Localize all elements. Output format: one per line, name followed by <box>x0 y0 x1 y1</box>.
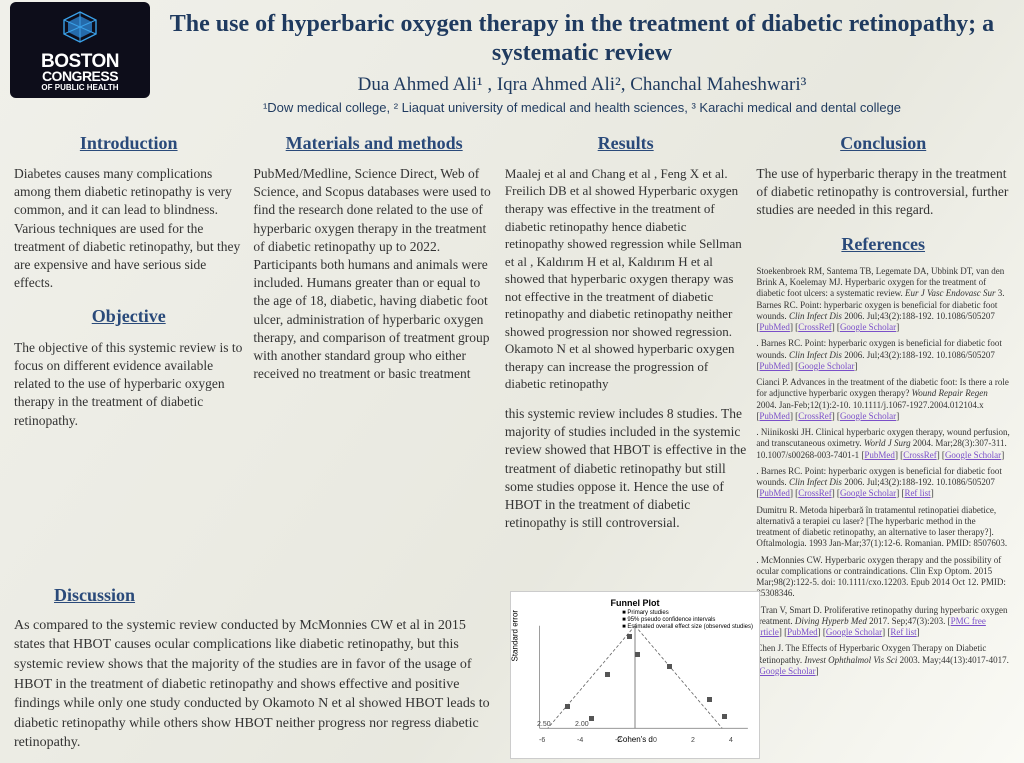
poster-title: The use of hyperbaric oxygen therapy in … <box>160 10 1004 68</box>
funnel-point <box>565 704 570 709</box>
objective-heading: Objective <box>14 304 243 328</box>
funnel-point <box>707 697 712 702</box>
reference-item: . Barnes RC. Point: hyperbaric oxygen is… <box>756 466 1010 500</box>
intro-heading: Introduction <box>14 131 243 155</box>
references-list: Stoekenbroek RM, Santema TB, Legemate DA… <box>756 266 1010 677</box>
funnel-xtick: -4 <box>577 737 583 744</box>
funnel-xlabel: Cohen's d <box>617 735 653 744</box>
conclusion-heading: Conclusion <box>756 131 1010 155</box>
funnel-point <box>627 634 632 639</box>
reference-item: . Niinikoski JH. Clinical hyperbaric oxy… <box>756 427 1010 461</box>
funnel-point <box>605 672 610 677</box>
references-heading: References <box>756 232 1010 256</box>
reference-item: Dumitru R. Metoda hiperbară în tratament… <box>756 505 1010 550</box>
reference-item: Chen J. The Effects of Hyperbaric Oxygen… <box>756 643 1010 677</box>
reference-item: . McMonnies CW. Hyperbaric oxygen therap… <box>756 555 1010 600</box>
conclusion-text: The use of hyperbaric therapy in the tre… <box>756 165 1010 220</box>
funnel-point <box>589 716 594 721</box>
funnel-point <box>635 652 640 657</box>
funnel-point <box>667 664 672 669</box>
funnel-xtick: 4 <box>729 737 733 744</box>
funnel-xtick: -6 <box>539 737 545 744</box>
reference-item: Cianci P. Advances in the treatment of t… <box>756 377 1010 422</box>
funnel-title: Funnel Plot <box>517 598 753 608</box>
affiliations: ¹Dow medical college, ² Liaquat universi… <box>160 100 1004 115</box>
discussion-text: As compared to the systemic review condu… <box>14 616 494 753</box>
intro-text: Diabetes causes many complications among… <box>14 165 243 293</box>
results-text1: Maalej et al and Chang et al , Feng X et… <box>505 165 747 393</box>
results-text2: this systemic review includes 8 studies.… <box>505 405 747 533</box>
funnel-svg <box>517 612 753 742</box>
results-heading: Results <box>505 131 747 155</box>
methods-text: PubMed/Medline, Science Direct, Web of S… <box>253 165 495 384</box>
reference-item: . Barnes RC. Point: hyperbaric oxygen is… <box>756 338 1010 372</box>
reference-item: . Tran V, Smart D. Proliferative retinop… <box>756 605 1010 639</box>
poster: BOSTON CONGRESS OF PUBLIC HEALTH The use… <box>0 0 1024 763</box>
funnel-point <box>722 714 727 719</box>
discussion-block: Discussion As compared to the systemic r… <box>14 579 494 753</box>
authors: Dua Ahmed Ali¹ , Iqra Ahmed Ali², Chanch… <box>160 74 1004 96</box>
funnel-xtick: 0 <box>653 737 657 744</box>
header: The use of hyperbaric oxygen therapy in … <box>0 0 1024 119</box>
column-4: Conclusion The use of hyperbaric therapy… <box>756 125 1010 683</box>
funnel-plot-area: Standard error 2.50 2.00 -6-4-2024 Cohen… <box>517 612 753 742</box>
methods-heading: Materials and methods <box>253 131 495 155</box>
objective-text: The objective of this systemic review is… <box>14 339 243 430</box>
funnel-ylabel: Standard error <box>511 610 520 662</box>
reference-item: Stoekenbroek RM, Santema TB, Legemate DA… <box>756 266 1010 334</box>
funnel-xtick: 2 <box>691 737 695 744</box>
funnel-plot: Funnel Plot Primary studies 95% pseudo c… <box>510 591 760 759</box>
discussion-heading: Discussion <box>54 585 494 606</box>
